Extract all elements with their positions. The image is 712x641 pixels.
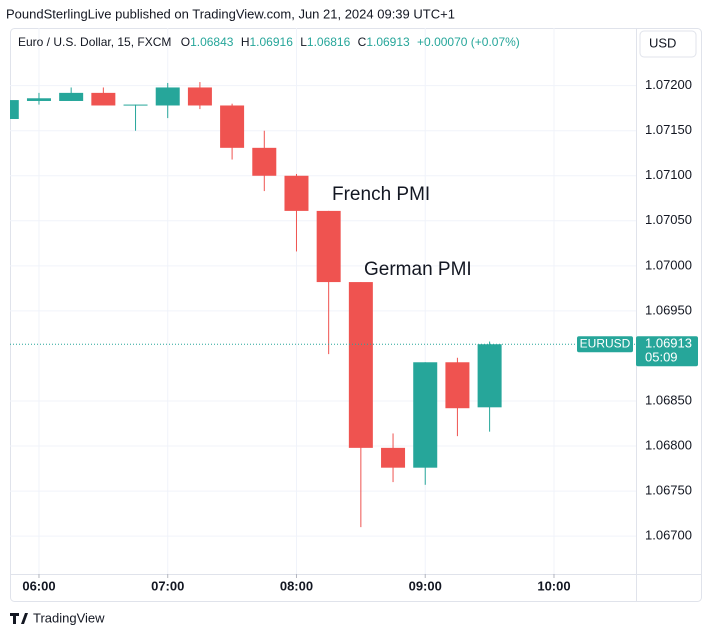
- legend-value: 1.06843: [190, 35, 234, 49]
- candle-body: [59, 92, 84, 101]
- legend-value: 1.06816: [307, 35, 351, 49]
- candle-body: [381, 447, 406, 468]
- annotation: German PMI: [364, 259, 472, 280]
- symbol-label: EURUSD: [580, 336, 631, 350]
- currency-button[interactable]: [639, 30, 697, 58]
- candle-body: [413, 362, 438, 468]
- legend-label: O: [181, 35, 190, 49]
- currency[interactable]: USD: [649, 35, 676, 50]
- y-tick-label: 1.06850: [645, 392, 692, 407]
- x-tick-label: 06:00: [22, 578, 55, 593]
- y-tick-label: 1.07000: [645, 257, 692, 272]
- candle-body: [10, 100, 19, 119]
- price-tag: [636, 336, 698, 367]
- candle-body: [26, 98, 51, 101]
- legend: Euro / U.S. Dollar, 15, FXCM O1.06843 H1…: [18, 35, 520, 49]
- footer: TradingView: [33, 610, 105, 625]
- candle-body: [316, 210, 341, 283]
- publisher: PoundSterlingLive published on TradingVi…: [6, 6, 455, 21]
- x-tick-label: 09:00: [409, 578, 442, 593]
- candle-body: [477, 344, 502, 408]
- candle-body: [284, 175, 309, 211]
- x-tick-label: 08:00: [280, 578, 313, 593]
- symbol-tag: [577, 336, 633, 353]
- candle-body: [91, 92, 116, 106]
- candle-body: [252, 147, 277, 176]
- y-tick-label: 1.06750: [645, 483, 692, 498]
- candle-body: [445, 362, 470, 409]
- x-tick-label: 07:00: [151, 578, 184, 593]
- countdown: 05:09: [645, 350, 678, 365]
- symbol-title: Euro / U.S. Dollar, 15, FXCM: [18, 35, 171, 49]
- legend-value: 1.06916: [249, 35, 293, 49]
- annotation: French PMI: [332, 184, 430, 205]
- candle-body: [348, 282, 373, 448]
- price-label: 1.06913: [645, 336, 692, 351]
- candle-body: [123, 104, 148, 106]
- legend-label: H: [241, 35, 250, 49]
- y-tick-label: 1.07150: [645, 122, 692, 137]
- x-tick-label: 10:00: [537, 578, 570, 593]
- y-tick-label: 1.07200: [645, 77, 692, 92]
- legend-value: 1.06913: [366, 35, 410, 49]
- footer-logo: TradingView: [10, 610, 105, 625]
- legend-label: C: [358, 35, 367, 49]
- legend-label: L: [300, 35, 307, 49]
- y-tick-label: 1.07050: [645, 212, 692, 227]
- candle-body: [220, 105, 245, 148]
- candle-body: [155, 87, 180, 106]
- y-tick-label: 1.06800: [645, 437, 692, 452]
- y-tick-label: 1.07100: [645, 167, 692, 182]
- chart-frame: [10, 28, 702, 602]
- legend-change: +0.00070 (+0.07%): [417, 35, 520, 49]
- y-tick-label: 1.06700: [645, 528, 692, 543]
- candle-body: [187, 87, 212, 106]
- y-tick-label: 1.06950: [645, 302, 692, 317]
